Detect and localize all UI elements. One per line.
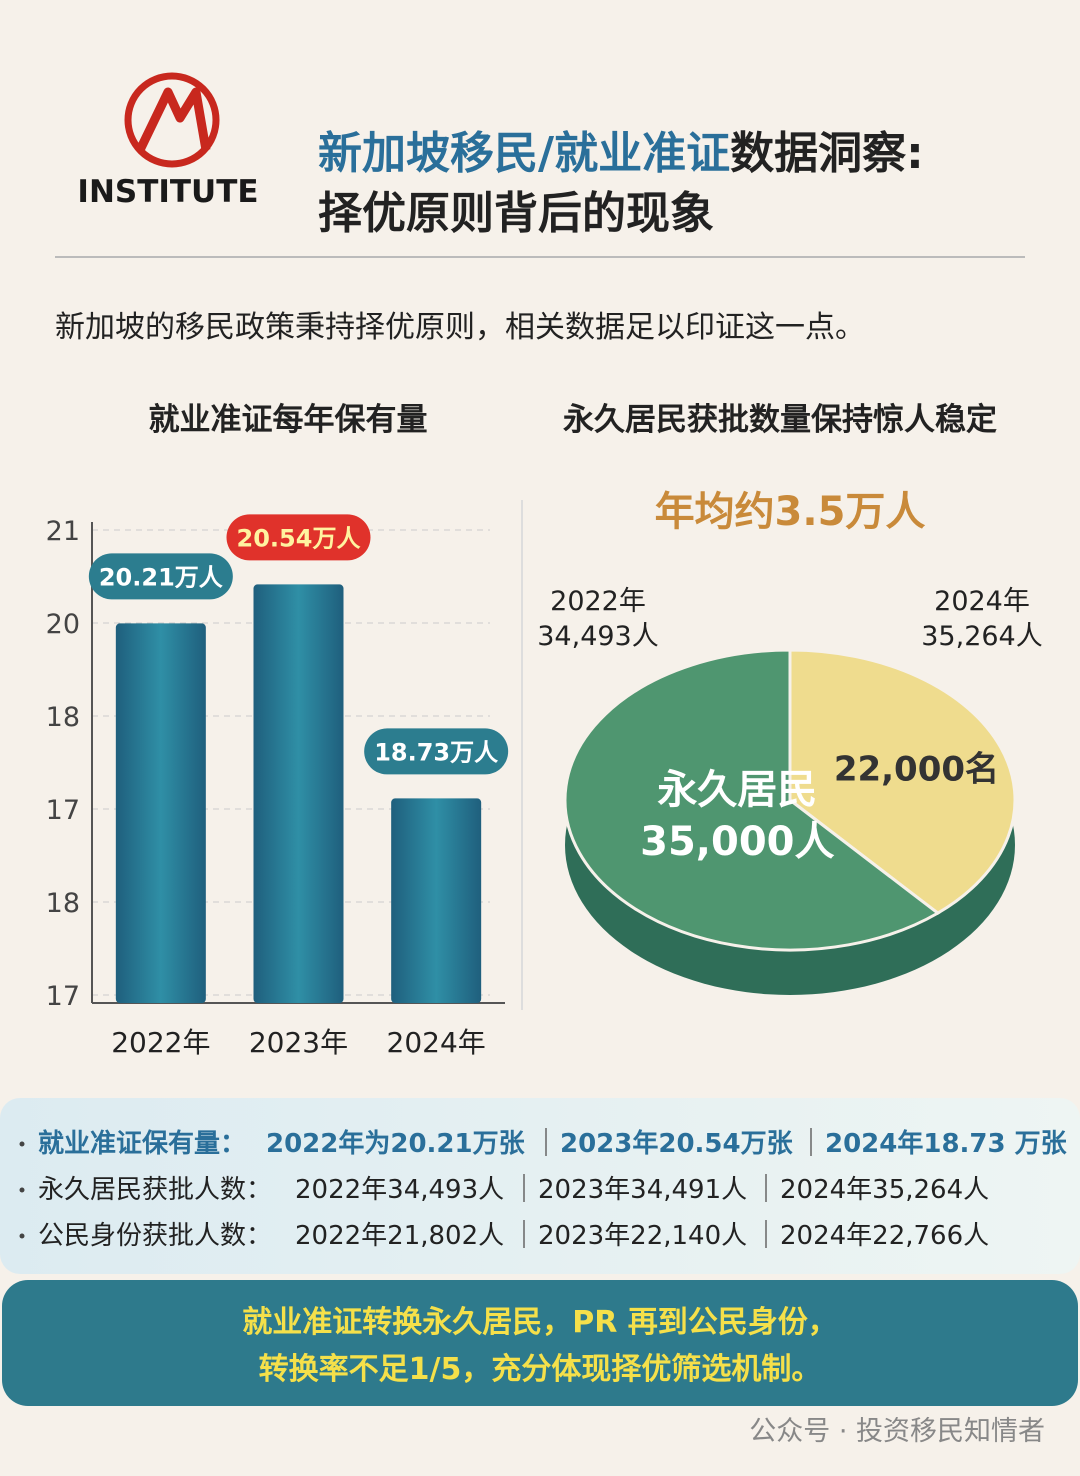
pie-chart-title: 永久居民获批数量保持惊人稳定 [563,402,997,438]
bar-chart-title: 就业准证每年保有量 [149,402,428,438]
stat-label: 公民身份获批人数： [38,1221,272,1251]
title-line2: 择优原则背后的现象 [318,188,714,239]
value-label-pill [88,553,233,600]
stat-item: 2023年34,491人 [538,1175,747,1205]
x-tick-label: 2024年 [387,1026,486,1059]
value-label: 20.54万人 [237,524,361,552]
y-axis-label: 20 [46,609,80,640]
conclusion-line: 就业准证转换永久居民，PR 再到公民身份， [242,1305,838,1340]
annotation-count: 35,264人 [921,621,1042,652]
annotation-year: 2024年 [934,586,1030,617]
x-tick-label: 2022年 [111,1026,210,1059]
annotation-year: 2022年 [550,586,646,617]
watermark: 公众号 · 投资移民知情者 [749,1416,1045,1447]
title: 新加坡移民/就业准证数据洞察: [318,128,924,179]
stat-item: 2022年21,802人 [295,1221,504,1251]
logo: INSTITUTE [77,72,259,210]
stat-label: 就业准证保有量： [38,1129,246,1159]
stat-item: 2022年34,493人 [295,1175,504,1205]
slice-value-label: 35,000人 [640,819,834,865]
stat-item: 2024年18.73 万张 [825,1128,1068,1159]
stat-item: 2024年35,264人 [780,1175,989,1205]
conclusion-line: 转换率不足1/5，充分体现择优筛选机制。 [259,1352,822,1387]
y-axis-label: 17 [46,981,80,1012]
value-label: 20.21万人 [99,563,223,591]
y-axis-label: 21 [46,516,80,547]
bullet [19,1187,25,1193]
subtitle: 年均约3.5万人 [655,489,926,535]
slice-value-label: 22,000名 [834,749,999,789]
stats-box [0,1098,1080,1274]
y-axis-label: 17 [46,795,80,826]
logo-text: INSTITUTE [77,174,258,210]
value-label-pill [364,728,509,775]
x-tick-label: 2023年 [249,1026,348,1059]
stat-label: 永久居民获批人数： [38,1175,272,1205]
value-label-pill [226,514,371,561]
stat-item: 2024年22,766人 [780,1221,989,1251]
annotation-count: 34,493人 [537,621,658,652]
intro: 新加坡的移民政策秉持择优原则，相关数据足以印证这一点。 [55,310,865,345]
bar [253,584,344,1003]
y-axis-label: 18 [46,888,80,919]
bar [391,798,482,1003]
stat-item: 2023年20.54万张 [560,1128,794,1159]
title-highlight: 新加坡移民/就业准证 [318,128,730,179]
pie-slice [788,648,1017,915]
value-label: 18.73万人 [374,738,498,766]
bullet [19,1141,25,1147]
slice-label: 永久居民 [657,767,817,813]
pie-slice [563,648,941,952]
y-axis-label: 18 [46,702,80,733]
stat-item: 2023年22,140人 [538,1221,747,1251]
title-rest: 数据洞察: [730,128,924,179]
bar [115,623,206,1003]
bullet [19,1233,25,1239]
conclusion-box [2,1280,1078,1406]
stat-item: 2022年为20.21万张 [266,1128,526,1159]
